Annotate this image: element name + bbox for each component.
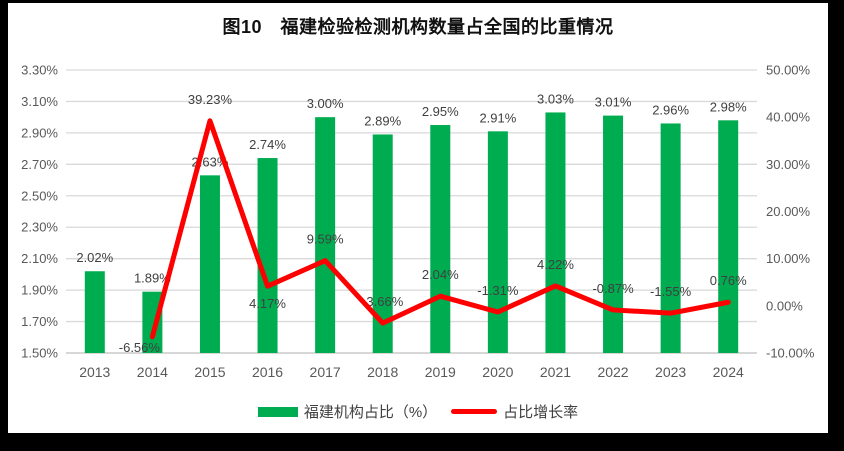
bar-data-label: 3.01% bbox=[595, 95, 632, 110]
left-axis-tick: 1.50% bbox=[21, 346, 58, 361]
line-data-label: -3.66% bbox=[362, 294, 404, 309]
bar-2018 bbox=[372, 134, 393, 353]
bar-2014 bbox=[142, 291, 163, 353]
line-data-label: -0.87% bbox=[592, 281, 634, 296]
bar-data-label: 2.96% bbox=[652, 102, 689, 117]
x-axis-label: 2024 bbox=[713, 364, 744, 380]
line-data-label: 39.23% bbox=[188, 92, 233, 107]
bar-2021 bbox=[545, 112, 566, 353]
x-axis-label: 2018 bbox=[367, 364, 398, 380]
line-data-label: 0.76% bbox=[710, 273, 747, 288]
left-axis-tick: 2.10% bbox=[21, 251, 58, 266]
right-axis-tick: 0.00% bbox=[766, 298, 803, 313]
line-data-label: 4.17% bbox=[249, 296, 286, 311]
bar-data-label: 2.95% bbox=[422, 104, 459, 119]
line-data-label: -6.56% bbox=[119, 340, 161, 355]
left-axis-tick: 2.50% bbox=[21, 188, 58, 203]
bar-data-label: 3.00% bbox=[307, 96, 344, 111]
bar-data-label: 1.89% bbox=[134, 271, 171, 286]
x-axis-label: 2016 bbox=[252, 364, 283, 380]
bar-data-label: 2.91% bbox=[479, 110, 516, 125]
bar-data-label: 2.98% bbox=[710, 99, 747, 114]
bar-series-swatch bbox=[257, 406, 298, 417]
x-axis-label: 2023 bbox=[655, 364, 686, 380]
right-axis-tick: 40.00% bbox=[766, 110, 811, 125]
legend-item-bar-series: 福建机构占比（%） bbox=[257, 401, 438, 422]
left-axis-tick: 3.30% bbox=[21, 63, 58, 78]
line-data-label: 9.59% bbox=[307, 232, 344, 247]
x-axis-label: 2017 bbox=[310, 364, 341, 380]
x-axis-label: 2014 bbox=[137, 364, 168, 380]
bar-series-label: 福建机构占比（%） bbox=[303, 404, 438, 421]
right-axis-tick: 10.00% bbox=[766, 251, 811, 266]
x-axis-label: 2020 bbox=[482, 364, 513, 380]
line-data-label: -1.31% bbox=[477, 283, 519, 298]
left-axis-tick: 1.90% bbox=[21, 283, 58, 298]
line-data-label: 4.22% bbox=[537, 257, 574, 272]
bar-data-label: 2.74% bbox=[249, 137, 286, 152]
left-axis-tick: 2.70% bbox=[21, 157, 58, 172]
bar-2022 bbox=[603, 115, 624, 353]
right-axis-tick: 30.00% bbox=[766, 157, 811, 172]
right-axis-tick: 20.00% bbox=[766, 204, 811, 219]
line-data-label: -1.55% bbox=[650, 284, 692, 299]
bar-data-label: 2.02% bbox=[76, 250, 113, 265]
left-axis-tick: 2.90% bbox=[21, 125, 58, 140]
bar-data-label: 2.89% bbox=[364, 113, 401, 128]
chart-canvas: 图10 福建检验检测机构数量占全国的比重情况 3.30% 3.10% 2.90% 2.… bbox=[8, 3, 828, 433]
combo-chart-plot: 3.30% 3.10% 2.90% 2.70% 2.50% 2.30% 2.10% 1.90%… bbox=[21, 63, 815, 381]
bar-data-label: 3.03% bbox=[537, 91, 574, 106]
legend: 福建机构占比（%） 占比增长率 bbox=[8, 401, 828, 422]
left-axis-tick: 3.10% bbox=[21, 94, 58, 109]
bar-2023 bbox=[660, 123, 681, 353]
x-axis-label: 2013 bbox=[79, 364, 110, 380]
chart-title: 图10 福建检验检测机构数量占全国的比重情况 bbox=[222, 17, 614, 37]
right-axis-tick: -10.00% bbox=[766, 346, 815, 361]
x-axis-label: 2022 bbox=[597, 364, 628, 380]
bar-2019 bbox=[430, 125, 451, 354]
line-data-label: 2.04% bbox=[422, 267, 459, 282]
line-series-swatch bbox=[451, 409, 498, 414]
left-axis-tick: 2.30% bbox=[21, 220, 58, 235]
right-axis-tick: 50.00% bbox=[766, 63, 811, 78]
legend-item-line-series: 占比增长率 bbox=[451, 401, 578, 422]
line-series-label: 占比增长率 bbox=[503, 404, 579, 421]
bar-2024 bbox=[718, 120, 739, 353]
bar-2016 bbox=[257, 158, 278, 353]
x-axis-label: 2015 bbox=[194, 364, 225, 380]
bar-2013 bbox=[84, 271, 105, 353]
x-axis-label: 2021 bbox=[540, 364, 571, 380]
bar-2017 bbox=[315, 117, 336, 354]
x-axis-label: 2019 bbox=[425, 364, 456, 380]
left-axis-tick: 1.70% bbox=[21, 314, 58, 329]
bar-2015 bbox=[199, 175, 220, 353]
growth-rate-line bbox=[149, 118, 731, 340]
bar-2020 bbox=[487, 131, 508, 353]
